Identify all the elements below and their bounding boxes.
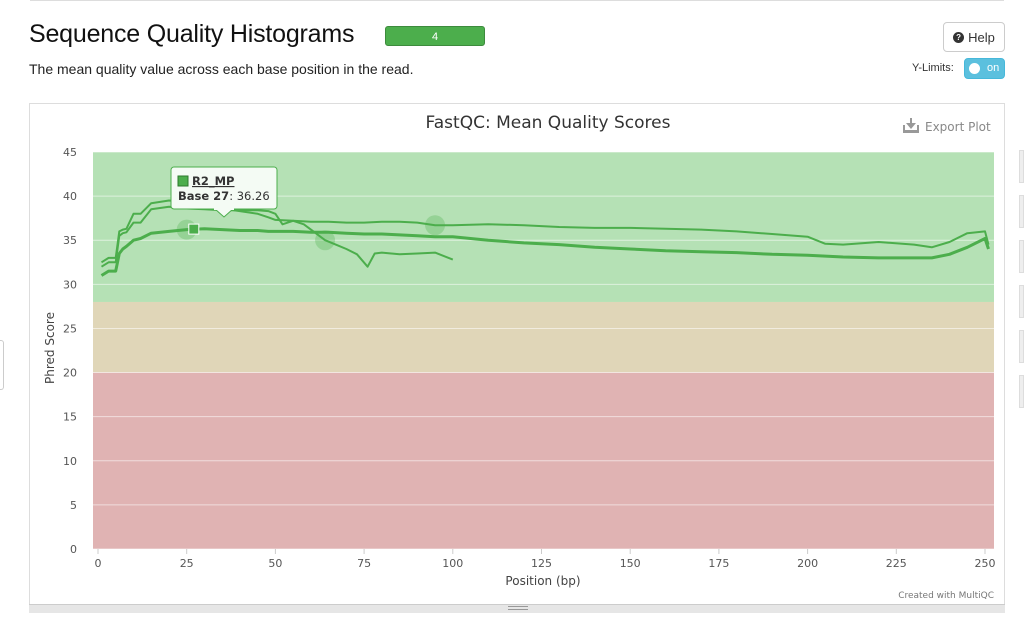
export-plot-label: Export Plot <box>925 120 991 134</box>
toggle-knob <box>969 63 980 74</box>
right-nav-tab[interactable] <box>1019 285 1024 318</box>
top-divider <box>30 0 1004 1</box>
right-nav-tab[interactable] <box>1019 240 1024 273</box>
resize-handle-icon[interactable] <box>508 606 528 610</box>
plot-container <box>29 103 1005 612</box>
right-nav-tab[interactable] <box>1019 150 1024 183</box>
help-button[interactable]: ? Help <box>943 22 1005 52</box>
right-nav-tab[interactable] <box>1019 375 1024 408</box>
ylimits-label: Y-Limits: <box>912 62 954 74</box>
plot-resize-bar[interactable] <box>29 604 1005 613</box>
help-label: Help <box>968 29 995 45</box>
toggle-state: on <box>987 62 1000 74</box>
question-icon: ? <box>953 31 965 43</box>
ylimits-toggle[interactable]: on <box>964 58 1005 79</box>
right-nav-tab[interactable] <box>1019 330 1024 363</box>
section-description: The mean quality value across each base … <box>29 61 414 77</box>
export-plot-button[interactable]: Export Plot <box>903 118 991 134</box>
side-panel-tab[interactable] <box>0 340 4 390</box>
sample-count-badge: 4 <box>385 26 485 46</box>
section-title: Sequence Quality Histograms <box>29 20 355 48</box>
download-icon <box>903 118 919 133</box>
right-nav-tab[interactable] <box>1019 195 1024 228</box>
